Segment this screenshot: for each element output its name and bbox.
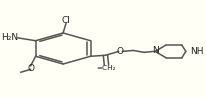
Text: Cl: Cl [62, 16, 70, 25]
Text: N: N [152, 46, 158, 55]
Text: H₂N: H₂N [1, 33, 18, 42]
Text: O: O [117, 47, 124, 56]
Text: NH: NH [190, 47, 204, 56]
Text: =CH₂: =CH₂ [97, 65, 116, 71]
Text: O: O [28, 64, 35, 73]
